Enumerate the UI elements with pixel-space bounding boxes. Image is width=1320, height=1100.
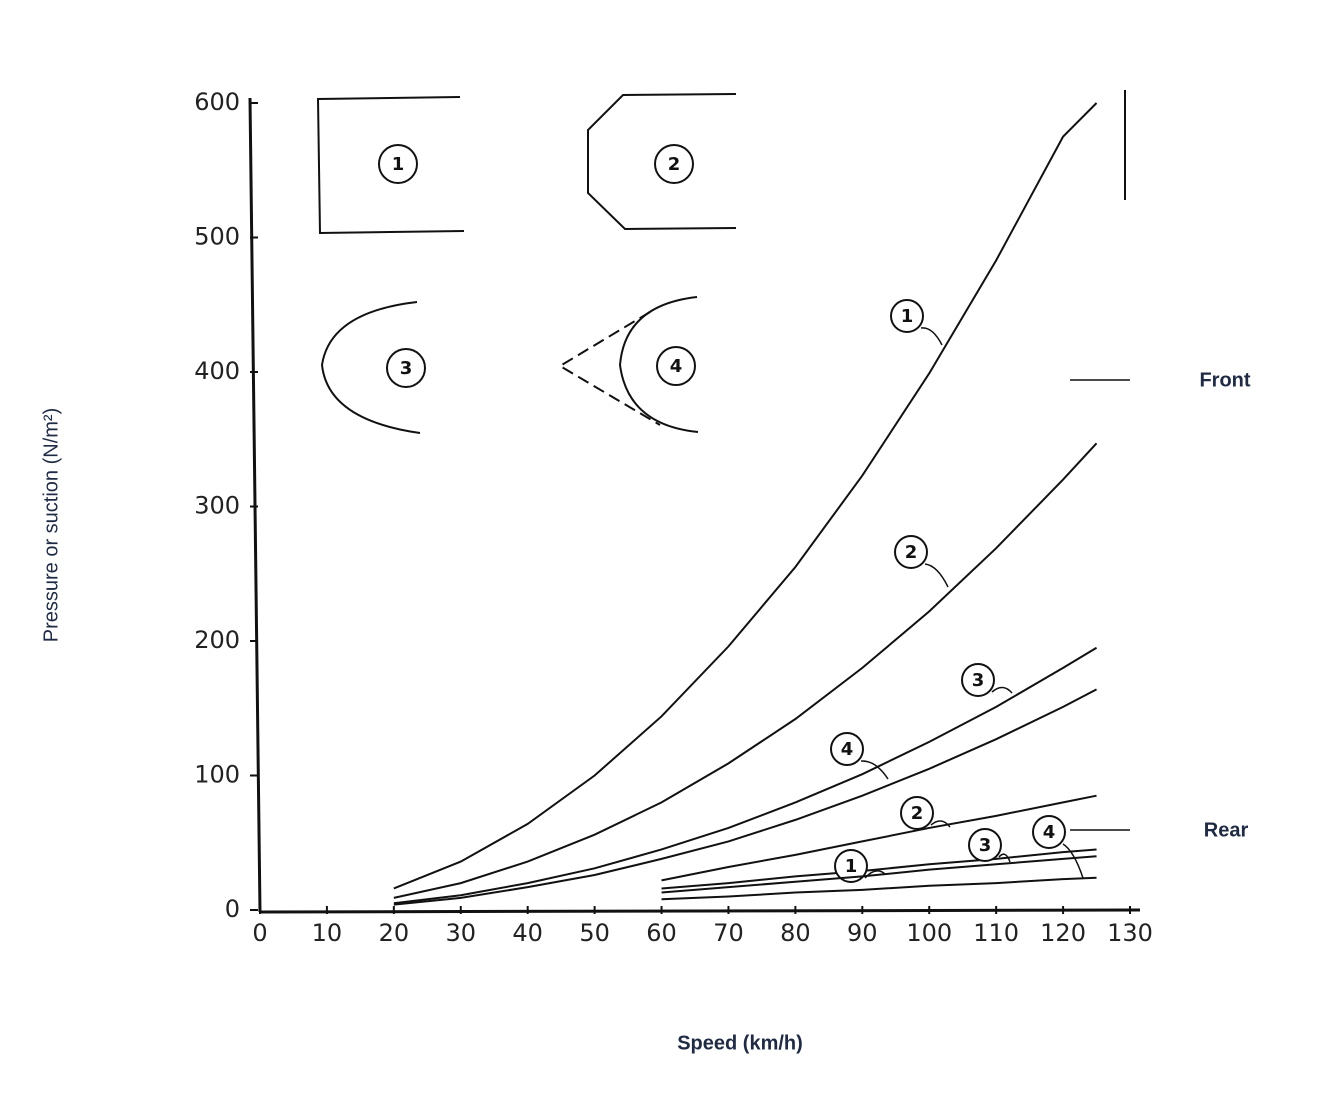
- series-badge: [1032, 815, 1066, 849]
- shape-outline: [618, 296, 699, 433]
- line-series: [661, 848, 1097, 890]
- y-tick-label: 300: [194, 492, 240, 520]
- series-badge: [968, 828, 1002, 862]
- shape-label: 3: [400, 358, 413, 379]
- x-tick-label: 40: [512, 919, 543, 947]
- x-tick-label: 70: [713, 919, 744, 947]
- shape-outline: [320, 301, 421, 434]
- shape-badge: [378, 144, 418, 184]
- x-axis-label: Speed (km/h): [677, 1032, 803, 1054]
- shape-badge: [654, 144, 694, 184]
- x-tick-label: 110: [973, 919, 1019, 947]
- y-axis-label: Pressure or suction (N/m²): [40, 408, 62, 643]
- series-label: 4: [841, 739, 854, 760]
- series-label: 3: [972, 670, 985, 691]
- x-tick-label: 60: [646, 919, 677, 947]
- x-tick-label: 130: [1107, 919, 1153, 947]
- group-label: Rear: [1204, 819, 1249, 841]
- series-label: 1: [901, 306, 914, 327]
- label-arrow: [920, 327, 943, 346]
- line-series: [661, 855, 1097, 894]
- series-badge: [834, 849, 868, 883]
- y-tick-label: 500: [194, 223, 240, 251]
- line-series: [661, 876, 1097, 901]
- group-label: Front: [1199, 369, 1250, 391]
- shape-outline: [587, 93, 737, 231]
- label-arrow: [860, 760, 889, 780]
- y-tick-label: 0: [225, 895, 240, 923]
- x-tick-label: 90: [847, 919, 878, 947]
- shape-outline: [316, 96, 465, 235]
- line-series: [661, 794, 1097, 882]
- line-series: [393, 646, 1098, 905]
- y-tick-label: 200: [194, 626, 240, 654]
- y-axis: [248, 97, 262, 913]
- shape-badge: [386, 348, 426, 388]
- series-badge: [894, 535, 928, 569]
- shape-label: 1: [392, 154, 405, 175]
- x-tick-label: 100: [906, 919, 952, 947]
- line-series: [393, 102, 1098, 890]
- shape-label: 2: [668, 154, 681, 175]
- series-label: 1: [845, 856, 858, 877]
- x-tick-label: 0: [252, 919, 267, 947]
- label-arrow: [924, 563, 949, 588]
- x-tick-label: 120: [1040, 919, 1086, 947]
- x-tick-label: 50: [579, 919, 610, 947]
- label-arrow: [930, 820, 951, 828]
- series-label: 2: [905, 542, 918, 563]
- series-label: 2: [911, 803, 924, 824]
- shape-label: 4: [670, 356, 683, 377]
- x-axis: [259, 908, 1141, 914]
- x-tick-label: 20: [379, 919, 410, 947]
- line-series: [393, 688, 1098, 906]
- series-label: 3: [979, 835, 992, 856]
- y-tick-label: 600: [194, 88, 240, 116]
- series-label: 4: [1043, 822, 1056, 843]
- shape-outline: [558, 311, 661, 426]
- series-badge: [830, 732, 864, 766]
- shape-badge: [656, 346, 696, 386]
- y-tick-label: 100: [194, 761, 240, 789]
- x-tick-label: 80: [780, 919, 811, 947]
- line-series: [393, 442, 1098, 899]
- x-tick-label: 30: [445, 919, 476, 947]
- label-arrow: [1062, 843, 1084, 879]
- series-badge: [900, 796, 934, 830]
- series-badge: [890, 299, 924, 333]
- label-arrow: [998, 853, 1011, 863]
- y-tick-label: 400: [194, 357, 240, 385]
- series-badge: [961, 663, 995, 697]
- x-tick-label: 10: [312, 919, 343, 947]
- label-arrow: [991, 686, 1013, 694]
